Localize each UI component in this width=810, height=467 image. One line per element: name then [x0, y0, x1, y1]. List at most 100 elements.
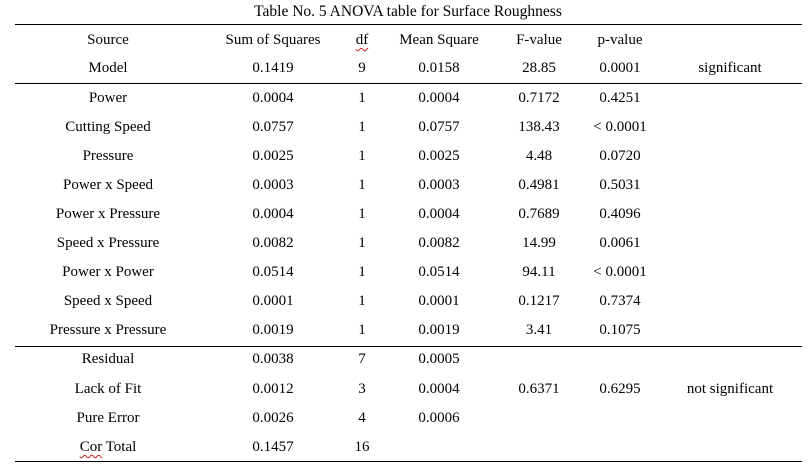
cell-f-value: 0.4981 — [518, 177, 560, 193]
cell-df: 1 — [358, 206, 366, 222]
cell-p-value: 0.1075 — [599, 322, 641, 338]
table-row: Power x Pressure 0.0004 1 0.0004 0.7689 … — [0, 204, 810, 224]
cell-sum-of-squares: 0.0026 — [252, 410, 294, 426]
cell-sum-of-squares: 0.1457 — [252, 439, 294, 455]
cell-source: Pure Error — [76, 410, 140, 426]
cell-f-value: 94.11 — [522, 264, 556, 280]
cell-source: Power x Speed — [63, 177, 153, 193]
cell-sum-of-squares: 0.0004 — [252, 206, 294, 222]
cell-mean-square: 0.0004 — [418, 381, 460, 397]
table-row-pure-error: Pure Error 0.0026 4 0.0006 — [0, 408, 810, 428]
cell-sum-of-squares: 0.0082 — [252, 235, 294, 251]
table-row: Pressure 0.0025 1 0.0025 4.48 0.0720 — [0, 146, 810, 166]
cell-sum-of-squares: 0.1419 — [252, 60, 294, 76]
table-mid-rule-2 — [15, 346, 802, 347]
cell-f-value: 0.6371 — [518, 381, 560, 397]
cell-p-value: 0.6295 — [599, 381, 641, 397]
table-top-rule — [15, 24, 802, 25]
cell-df: 1 — [358, 119, 366, 135]
cell-df: 16 — [354, 439, 370, 455]
cell-f-value: 138.43 — [518, 119, 560, 135]
cell-p-value: 0.0061 — [599, 235, 641, 251]
table-row: Speed x Pressure 0.0082 1 0.0082 14.99 0… — [0, 233, 810, 253]
table-mid-rule-1 — [15, 83, 802, 84]
cell-sum-of-squares: 0.0012 — [252, 381, 294, 397]
cell-df: 1 — [358, 264, 366, 280]
cell-p-value: 0.5031 — [599, 177, 641, 193]
spellcheck-underlined-word: Cor — [79, 439, 103, 455]
cell-source: Model — [88, 60, 128, 76]
cell-f-value: 4.48 — [525, 148, 553, 164]
table-row: Power x Speed 0.0003 1 0.0003 0.4981 0.5… — [0, 175, 810, 195]
cell-df: 7 — [358, 351, 366, 367]
cell-p-value: 0.0001 — [599, 60, 641, 76]
cell-df: 1 — [358, 235, 366, 251]
cell-df: 1 — [358, 322, 366, 338]
cell-source: Power x Power — [62, 264, 154, 280]
cell-mean-square: 0.0019 — [418, 322, 460, 338]
cell-sum-of-squares: 0.0038 — [252, 351, 294, 367]
cell-df: 1 — [358, 148, 366, 164]
cell-df: 1 — [358, 293, 366, 309]
cell-sum-of-squares: 0.0025 — [252, 148, 294, 164]
cell-source: Lack of Fit — [74, 381, 142, 397]
cell-df: 1 — [358, 90, 366, 106]
cell-p-value: 0.0720 — [599, 148, 641, 164]
cell-f-value: 0.1217 — [518, 293, 560, 309]
cell-sum-of-squares: 0.0003 — [252, 177, 294, 193]
cell-source: Residual — [81, 351, 135, 367]
cell-f-value: 3.41 — [525, 322, 553, 338]
cell-df: 1 — [358, 177, 366, 193]
cell-p-value: 0.4096 — [599, 206, 641, 222]
cell-sum-of-squares: 0.0001 — [252, 293, 294, 309]
cell-mean-square: 0.0003 — [418, 177, 460, 193]
header-source: Source — [87, 32, 129, 48]
cell-significance: significant — [698, 60, 762, 76]
table-row-cor-total: Cor Total 0.1457 16 — [0, 437, 810, 457]
cell-source: Cor Total — [28, 437, 188, 457]
cell-mean-square: 0.0005 — [418, 351, 460, 367]
table-caption: Table No. 5 ANOVA table for Surface Roug… — [254, 3, 562, 20]
header-df: df — [355, 32, 369, 48]
cell-mean-square: 0.0082 — [418, 235, 460, 251]
header-f-value: F-value — [516, 32, 562, 48]
cell-sum-of-squares: 0.0757 — [252, 119, 294, 135]
cell-mean-square: 0.0514 — [418, 264, 460, 280]
header-mean-square: Mean Square — [399, 32, 479, 48]
table-row: Power x Power 0.0514 1 0.0514 94.11 < 0.… — [0, 262, 810, 282]
cell-df: 3 — [358, 381, 366, 397]
header-p-value: p-value — [597, 32, 643, 48]
header-sum-of-squares: Sum of Squares — [225, 32, 321, 48]
table-row-residual: Residual 0.0038 7 0.0005 — [0, 349, 810, 369]
cell-source: Power — [88, 90, 128, 106]
cell-source: Speed x Speed — [63, 293, 153, 309]
cell-source-rest: Total — [102, 439, 137, 455]
cell-significance: not significant — [686, 381, 774, 397]
table-bottom-rule — [15, 461, 802, 462]
cell-df: 9 — [358, 60, 366, 76]
cell-sum-of-squares: 0.0019 — [252, 322, 294, 338]
cell-sum-of-squares: 0.0004 — [252, 90, 294, 106]
table-row: Cutting Speed 0.0757 1 0.0757 138.43 < 0… — [0, 117, 810, 137]
cell-mean-square: 0.0004 — [418, 90, 460, 106]
cell-mean-square: 0.0004 — [418, 206, 460, 222]
cell-mean-square: 0.0158 — [418, 60, 460, 76]
cell-f-value: 0.7172 — [518, 90, 560, 106]
cell-p-value: 0.7374 — [599, 293, 641, 309]
table-row-lack-of-fit: Lack of Fit 0.0012 3 0.0004 0.6371 0.629… — [0, 379, 810, 399]
header-row: Source Sum of Squares df Mean Square F-v… — [0, 30, 810, 50]
cell-sum-of-squares: 0.0514 — [252, 264, 294, 280]
cell-source: Power x Pressure — [55, 206, 161, 222]
table-row: Pressure x Pressure 0.0019 1 0.0019 3.41… — [0, 320, 810, 340]
table-row: Speed x Speed 0.0001 1 0.0001 0.1217 0.7… — [0, 291, 810, 311]
cell-p-value: < 0.0001 — [593, 119, 647, 135]
cell-mean-square: 0.0025 — [418, 148, 460, 164]
cell-f-value: 28.85 — [522, 60, 556, 76]
cell-p-value: < 0.0001 — [593, 264, 647, 280]
cell-mean-square: 0.0757 — [418, 119, 460, 135]
cell-f-value: 0.7689 — [518, 206, 560, 222]
cell-mean-square: 0.0006 — [418, 410, 460, 426]
cell-source: Pressure — [82, 148, 134, 164]
cell-mean-square: 0.0001 — [418, 293, 460, 309]
cell-source: Speed x Pressure — [56, 235, 160, 251]
